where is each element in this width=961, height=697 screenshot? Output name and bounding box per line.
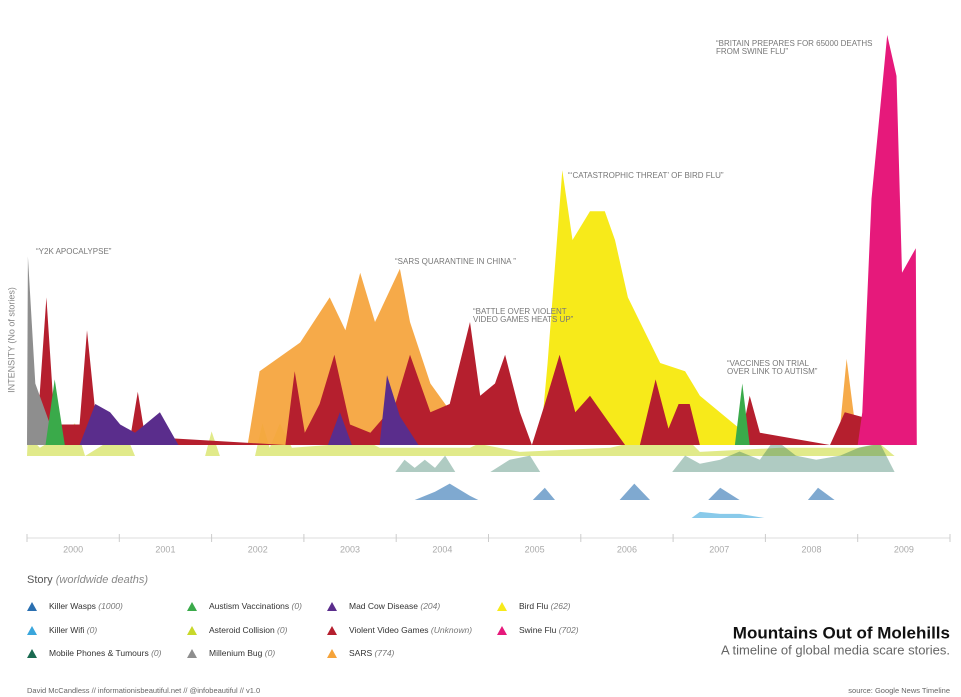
legend-marker bbox=[27, 602, 37, 611]
legend-name: Mad Cow Disease bbox=[349, 601, 418, 611]
area bbox=[540, 170, 746, 446]
legend-marker bbox=[327, 649, 337, 658]
legend-entry: Asteroid Collision (0) bbox=[209, 625, 288, 635]
x-tick-label: 2006 bbox=[617, 544, 637, 554]
annotation: “SARS QUARANTINE IN CHINA ” bbox=[395, 257, 516, 266]
area bbox=[414, 483, 835, 500]
legend-deaths: (Unknown) bbox=[431, 625, 472, 635]
legend-name: SARS bbox=[349, 648, 372, 658]
legend-deaths: (204) bbox=[420, 601, 440, 611]
area bbox=[857, 35, 917, 445]
annotation: FROM SWINE FLU” bbox=[716, 47, 788, 56]
legend-entry: Bird Flu (262) bbox=[519, 601, 571, 611]
legend-entry: Mad Cow Disease (204) bbox=[349, 601, 440, 611]
legend-deaths: (0) bbox=[265, 648, 276, 658]
legend-name: Killer Wifi bbox=[49, 625, 85, 635]
legend-entry: Killer Wifi (0) bbox=[49, 625, 97, 635]
legend-marker bbox=[187, 602, 197, 611]
source: source: Google News Timeline bbox=[848, 686, 950, 695]
legend-deaths: (702) bbox=[559, 625, 579, 635]
x-tick-label: 2001 bbox=[155, 544, 175, 554]
legend-entry: SARS (774) bbox=[349, 648, 395, 658]
legend-name: Mobile Phones & Tumours bbox=[49, 648, 149, 658]
chart-title: Mountains Out of Molehills bbox=[733, 623, 950, 642]
annotation: “VACCINES ON TRIAL bbox=[727, 359, 809, 368]
legend-name: Swine Flu bbox=[519, 625, 557, 635]
area bbox=[27, 256, 61, 445]
legend-marker bbox=[327, 602, 337, 611]
chart-subtitle: A timeline of global media scare stories… bbox=[721, 642, 950, 657]
annotation: “BRITAIN PREPARES FOR 65000 DEATHS bbox=[716, 39, 872, 48]
y-axis-label: INTENSITY (No of stories) bbox=[6, 287, 16, 393]
legend-marker bbox=[327, 626, 337, 635]
x-tick-label: 2004 bbox=[432, 544, 452, 554]
legend-entry: Swine Flu (702) bbox=[519, 625, 579, 635]
annotation: OVER LINK TO AUTISM” bbox=[727, 367, 818, 376]
legend-name: Asteroid Collision bbox=[209, 625, 275, 635]
legend-entry: Austism Vaccinations (0) bbox=[209, 601, 302, 611]
legend-entry: Violent Video Games (Unknown) bbox=[349, 625, 472, 635]
legend-marker bbox=[27, 626, 37, 635]
legend-name: Austism Vaccinations bbox=[209, 601, 289, 611]
area bbox=[395, 439, 895, 472]
legend-deaths: (774) bbox=[375, 648, 395, 658]
credit: David McCandless // informationisbeautif… bbox=[27, 686, 260, 695]
legend-deaths: (0) bbox=[292, 601, 303, 611]
area bbox=[691, 511, 765, 518]
x-tick-label: 2007 bbox=[709, 544, 729, 554]
legend-marker bbox=[497, 626, 507, 635]
legend-deaths: (262) bbox=[551, 601, 571, 611]
annotation: “‘CATASTROPHIC THREAT’ OF BIRD FLU” bbox=[568, 171, 724, 180]
area bbox=[27, 423, 895, 456]
legend-deaths: (0) bbox=[151, 648, 162, 658]
legend-name: Millenium Bug bbox=[209, 648, 263, 658]
legend-entry: Millenium Bug (0) bbox=[209, 648, 275, 658]
x-tick-label: 2009 bbox=[894, 544, 914, 554]
legend-marker bbox=[497, 602, 507, 611]
x-tick-label: 2002 bbox=[248, 544, 268, 554]
legend-deaths: (1000) bbox=[98, 601, 123, 611]
area bbox=[79, 375, 419, 445]
legend-marker bbox=[187, 649, 197, 658]
legend-name: Violent Video Games bbox=[349, 625, 429, 635]
x-tick-label: 2003 bbox=[340, 544, 360, 554]
annotation: VIDEO GAMES HEATS UP” bbox=[473, 315, 574, 324]
legend-entry: Mobile Phones & Tumours (0) bbox=[49, 648, 162, 658]
legend-title: Story (worldwide deaths) bbox=[27, 574, 148, 586]
x-tick-label: 2000 bbox=[63, 544, 83, 554]
legend-deaths: (0) bbox=[87, 625, 98, 635]
x-tick-label: 2008 bbox=[802, 544, 822, 554]
legend-marker bbox=[27, 649, 37, 658]
area bbox=[36, 297, 895, 445]
legend-deaths: (0) bbox=[277, 625, 288, 635]
annotation: “BATTLE OVER VIOLENT bbox=[473, 307, 567, 316]
legend-entry: Killer Wasps (1000) bbox=[49, 601, 123, 611]
legend-marker bbox=[187, 626, 197, 635]
legend-name: Killer Wasps bbox=[49, 601, 96, 611]
annotation: “Y2K APOCALYPSE” bbox=[36, 247, 112, 256]
x-tick-label: 2005 bbox=[525, 544, 545, 554]
legend-name: Bird Flu bbox=[519, 601, 549, 611]
